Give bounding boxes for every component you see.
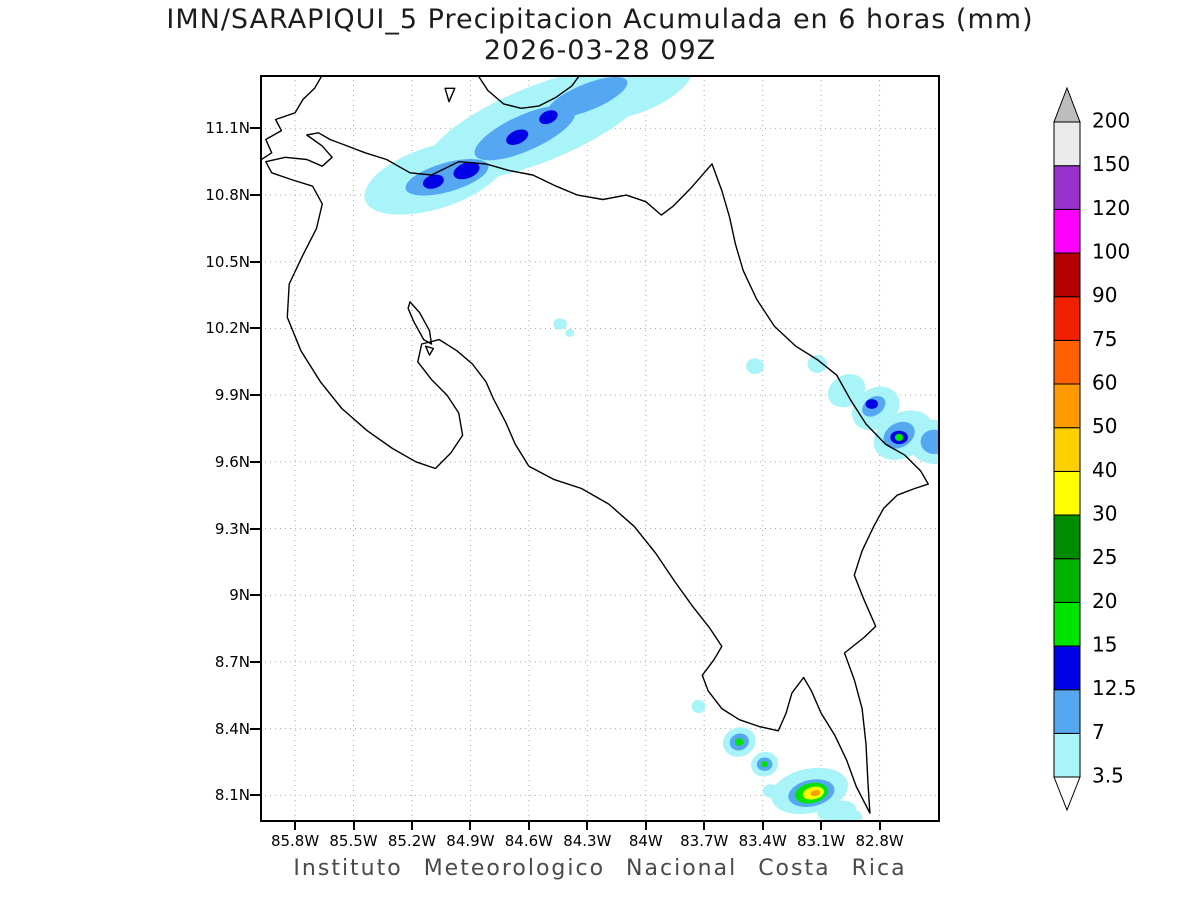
colorbar-level-label: 50 xyxy=(1092,414,1117,438)
x-tick-label: 84.6W xyxy=(504,832,553,850)
y-tick-mark xyxy=(250,460,260,463)
y-tick-mark xyxy=(250,660,260,663)
lake-nicaragua-shore xyxy=(476,75,581,109)
x-tick-mark xyxy=(410,822,413,830)
y-tick-label: 8.4N xyxy=(214,719,250,738)
y-tick-label: 9.9N xyxy=(214,386,250,405)
colorbar-level-label: 90 xyxy=(1092,283,1117,307)
colorbar-level-label: 15 xyxy=(1092,633,1117,657)
x-tick-mark xyxy=(294,822,297,830)
map-frame xyxy=(260,75,940,822)
y-tick-label: 10.8N xyxy=(205,186,250,205)
y-tick-mark xyxy=(250,127,260,130)
x-tick-mark xyxy=(820,822,823,830)
colorbar-level-label: 150 xyxy=(1092,152,1130,176)
y-tick-label: 8.1N xyxy=(214,786,250,805)
footer-caption: Instituto Meteorologico Nacional Costa R… xyxy=(293,856,907,881)
y-tick-mark xyxy=(250,727,260,730)
colorbar-level-label: 12.5 xyxy=(1092,676,1137,700)
x-tick-label: 82.8W xyxy=(855,832,904,850)
y-tick-mark xyxy=(250,260,260,263)
x-tick-mark xyxy=(878,822,881,830)
x-tick-mark xyxy=(586,822,589,830)
colorbar-segments xyxy=(1053,86,1081,812)
y-tick-label: 11.1N xyxy=(205,119,250,138)
lake-islet xyxy=(444,87,456,103)
colorbar-level-label: 100 xyxy=(1092,240,1130,264)
colorbar-level-label: 7 xyxy=(1092,720,1105,744)
y-tick-label: 8.7N xyxy=(214,652,250,671)
colorbar-level-label: 60 xyxy=(1092,371,1117,395)
x-tick-label: 84.3W xyxy=(563,832,612,850)
x-tick-label: 83.4W xyxy=(738,832,787,850)
y-tick-mark xyxy=(250,394,260,397)
x-tick-label: 84W xyxy=(628,832,663,850)
y-tick-label: 10.5N xyxy=(205,252,250,271)
y-tick-label: 9N xyxy=(229,586,250,605)
x-tick-label: 83.1W xyxy=(797,832,846,850)
colorbar-level-label: 20 xyxy=(1092,589,1117,613)
x-tick-label: 85.5W xyxy=(329,832,378,850)
colorbar-level-label: 120 xyxy=(1092,196,1130,220)
colorbar-below-min xyxy=(1053,776,1081,812)
y-tick-mark xyxy=(250,327,260,330)
x-tick-mark xyxy=(761,822,764,830)
colorbar-above-max xyxy=(1053,86,1081,123)
precip-shaded-areas xyxy=(364,75,940,822)
nicaragua-pacific-coast xyxy=(260,75,323,162)
x-tick-label: 83.7W xyxy=(680,832,729,850)
y-tick-mark xyxy=(250,194,260,197)
y-tick-mark xyxy=(250,527,260,530)
colorbar-level-label: 75 xyxy=(1092,327,1117,351)
x-tick-mark xyxy=(352,822,355,830)
x-tick-label: 85.8W xyxy=(270,832,320,850)
colorbar: 3.5 7 12.5 15 20 25 30 40 50 60 75 90 100 120 150 200 xyxy=(1053,86,1137,812)
x-tick-mark xyxy=(703,822,706,830)
coastlines xyxy=(260,75,929,814)
y-tick-label: 9.6N xyxy=(214,452,250,471)
chira-islet xyxy=(424,345,435,356)
x-tick-mark xyxy=(469,822,472,830)
y-tick-label: 9.3N xyxy=(214,519,250,538)
colorbar-level-label: 30 xyxy=(1092,502,1117,526)
x-tick-label: 85.2W xyxy=(387,832,437,850)
x-tick-mark xyxy=(644,822,647,830)
chart-subtitle-date: 2026-03-28 09Z xyxy=(483,35,717,66)
map-canvas xyxy=(260,75,940,822)
colorbar-level-label: 40 xyxy=(1092,458,1117,482)
y-tick-label: 10.2N xyxy=(205,319,250,338)
x-tick-label: 84.9W xyxy=(446,832,495,850)
gulf-of-nicoya-estuary xyxy=(407,301,433,345)
x-tick-mark xyxy=(527,822,530,830)
colorbar-level-label: 3.5 xyxy=(1092,764,1124,788)
colorbar-labels: 3.5 7 12.5 15 20 25 30 40 50 60 75 90 100 120 150 200 xyxy=(1092,109,1137,788)
colorbar-level-label: 200 xyxy=(1092,109,1130,133)
colorbar-level-label: 25 xyxy=(1092,545,1117,569)
costa-rica-outline xyxy=(265,132,929,814)
y-tick-mark xyxy=(250,594,260,597)
y-tick-mark xyxy=(250,794,260,797)
gridlines xyxy=(260,75,940,822)
chart-title: IMN/SARAPIQUI_5 Precipitacion Acumulada … xyxy=(166,4,1034,35)
